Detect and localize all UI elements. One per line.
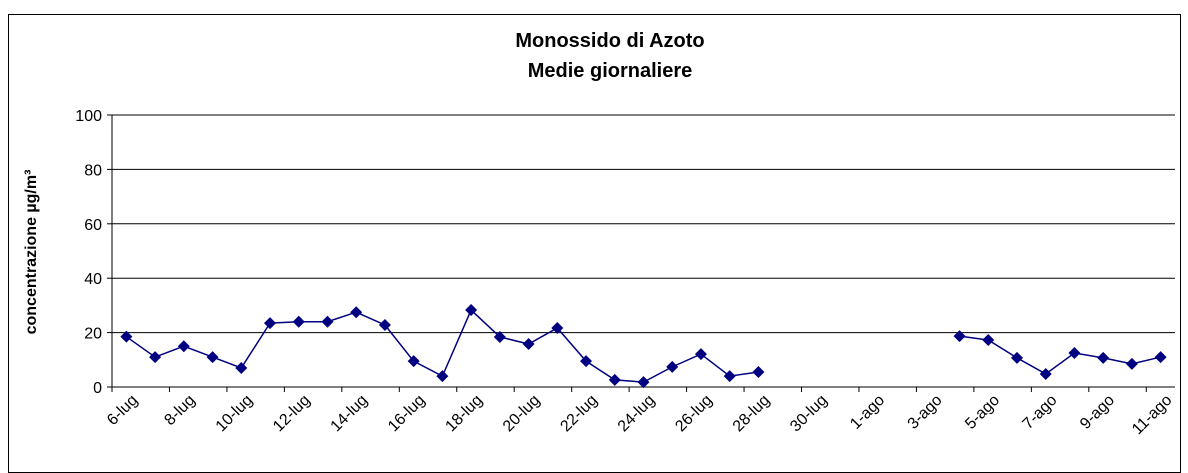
- data-marker: [1068, 347, 1081, 359]
- data-marker: [120, 330, 133, 343]
- data-marker: [264, 317, 277, 330]
- data-marker: [551, 321, 564, 334]
- data-marker: [235, 361, 248, 374]
- y-tick-label: 100: [75, 108, 102, 125]
- data-marker: [953, 330, 966, 343]
- y-tick-label: 0: [93, 380, 102, 397]
- data-marker: [1154, 351, 1167, 364]
- y-tick-label: 20: [84, 326, 102, 343]
- y-tick-label: 80: [84, 162, 102, 179]
- data-marker: [752, 366, 765, 379]
- data-marker: [465, 304, 478, 317]
- y-tick-label: 60: [84, 217, 102, 234]
- data-marker: [666, 360, 679, 373]
- data-marker: [723, 370, 736, 383]
- data-marker: [1039, 367, 1052, 380]
- data-marker: [292, 315, 305, 328]
- data-marker: [1010, 351, 1023, 364]
- data-marker: [580, 355, 593, 368]
- data-marker: [608, 373, 621, 386]
- data-marker: [522, 338, 535, 351]
- data-marker: [177, 340, 190, 353]
- data-marker: [378, 318, 391, 331]
- data-marker: [206, 351, 219, 364]
- data-marker: [982, 333, 995, 346]
- y-axis-label: concentrazione µg/m³: [23, 170, 40, 335]
- data-marker: [321, 315, 334, 328]
- y-tick-label: 40: [84, 271, 102, 288]
- chart-title: Monossido di Azoto: [515, 30, 704, 52]
- data-marker: [1125, 357, 1138, 370]
- data-marker: [694, 348, 707, 361]
- data-marker: [407, 355, 420, 368]
- data-marker: [493, 330, 506, 343]
- data-marker: [149, 351, 162, 364]
- chart-frame: [8, 14, 1181, 473]
- chart-subtitle: Medie giornaliere: [528, 60, 693, 82]
- data-marker: [1097, 351, 1110, 364]
- data-marker: [637, 376, 650, 389]
- data-marker: [350, 306, 363, 319]
- data-marker: [436, 370, 449, 383]
